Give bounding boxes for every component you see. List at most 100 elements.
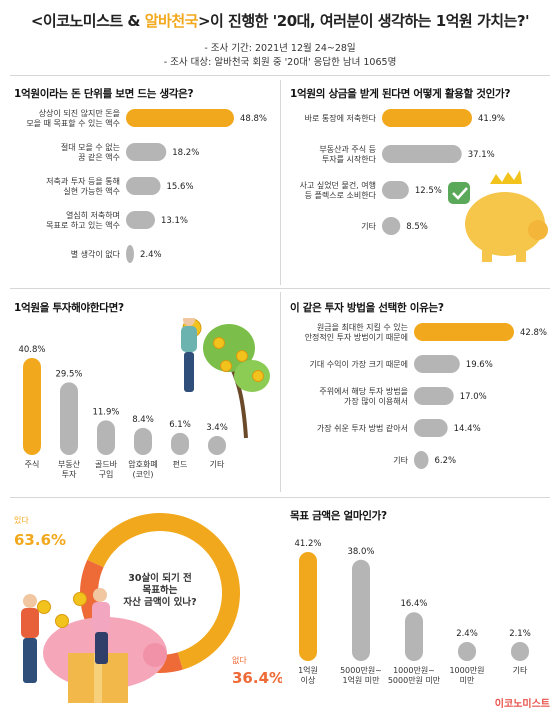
crown-icon [490,170,522,184]
bar-category-label: 골드바 구입 [95,459,118,479]
bar-category-label: 기대 수익이 가장 크기 때문에 [310,359,409,369]
bar-category-label: 주식 [25,460,40,469]
bar-value-label: 15.6% [167,182,194,192]
bar-category-label: 가장 쉬운 투자 방법 같아서 [317,423,408,433]
bar-value-label: 3.4% [206,423,228,433]
bar-value-label: 11.9% [92,407,119,417]
bar [126,143,167,161]
chart-svg: 30살이 되기 전 목표하는 자산 금액이 있나? 있다 63.6% 없다 36.4% [14,513,282,703]
bar [299,552,317,661]
pie-category-label: 있다 [14,515,29,525]
bar-value-label: 2.4% [456,629,478,639]
divider [280,292,281,492]
bar [60,382,78,455]
bar-value-label: 19.6% [466,360,493,370]
bar-value-label: 40.8% [18,345,45,355]
gift-box-icon [94,653,102,703]
bar-category-label: 1000만원 미만 [449,666,484,685]
chart-svg: 바로 통장에 저축한다 41.9% 부동산과 주식 등 투자를 시작한다 37.1% 사고… [300,109,548,262]
divider [280,80,281,285]
bar [352,559,370,661]
bar-value-label: 2.1% [509,629,531,639]
bar-value-label: 41.9% [478,114,505,124]
person-icon [184,352,194,392]
chart-svg: 상상이 되진 않지만 돈을 모을 때 목표할 수 있는 액수 48.8% 절대 모을 … [26,108,267,263]
bar-category-label: 열심히 저축하며 목표로 하고 있는 액수 [46,210,120,230]
bar-value-label: 2.4% [140,250,162,260]
bar [414,451,429,469]
bar-category-label: 주위에서 해당 투자 방법을 가장 많이 이용해서 [319,386,408,406]
bar [126,245,134,263]
pie-value-label: 36.4% [232,669,282,687]
checkmark-icon [448,182,470,204]
bar-category-label: 부동산과 주식 등 투자를 시작한다 [319,144,376,164]
coin-icon [220,360,232,372]
bar [414,419,448,437]
person-icon [21,608,39,638]
bar [126,211,155,229]
bar [126,177,161,195]
checkmark-icon [452,187,468,200]
bar-category-label: 1억원 이상 [298,665,318,685]
coin-icon [37,600,51,614]
bar-value-label: 6.2% [434,456,456,466]
person-icon [23,638,37,683]
bar-value-label: 42.8% [520,328,547,338]
bar-category-label: 기타 [210,460,225,469]
bar [97,420,115,455]
chart-title: 1억원을 투자해야한다면? [14,302,124,314]
bar-category-label: 1000만원~ 5000만원 미만 [388,666,441,685]
bar-category-label: 상상이 되진 않지만 돈을 모을 때 목표할 수 있는 액수 [26,108,120,128]
piggy-bank-icon [482,248,492,262]
coin-icon [55,614,69,628]
bar-value-label: 41.2% [294,539,321,549]
bar [414,323,514,341]
chart-svg: 41.2% 1억원 이상 38.0% 5000만원~ 1억원 미만 16.4% 1000만원~… [294,539,531,685]
chart-panel-reason: 이 같은 투자 방법을 선택한 이유는? 원금을 최대한 지킬 수 있는 안정적인… [290,300,552,495]
bar-value-label: 29.5% [55,369,82,379]
publisher-logo: 이코노미스트 [494,699,550,710]
chart-panel-goal-amount: 목표 금액은 얼마인가? 41.2% 1억원 이상 38.0% 5000만원~ 1억원 미… [290,508,552,703]
bar [382,109,472,127]
bar [382,217,401,235]
pie-category-label: 없다 [232,656,247,665]
piggy-bank-icon [143,643,167,667]
chart-title: 1억원이라는 돈 단위를 보면 드는 생각은? [14,88,194,100]
bar [134,427,152,455]
coin-icon [252,370,264,382]
bar-value-label: 16.4% [400,599,427,609]
chart-panel-prize-usage: 1억원의 상금을 받게 된다면 어떻게 활용할 것인가? 바로 통장에 저축한다… [290,86,552,286]
bar-value-label: 12.5% [415,186,442,196]
bar-value-label: 17.0% [460,392,487,402]
bar-category-label: 5000만원~ 1억원 미만 [340,666,382,685]
bar-value-label: 13.1% [161,216,188,226]
piggy-bank-icon [516,248,526,262]
bar-category-label: 원금을 최대한 지킬 수 있는 안정적인 투자 방법이기 때문에 [305,322,408,342]
bar [126,109,234,127]
bar-category-label: 절대 모을 수 없는 꿈 같은 액수 [61,143,120,162]
bar-category-label: 부동산 투자 [58,459,81,479]
bar [23,358,41,455]
bar-value-label: 8.4% [132,415,154,425]
bar-category-label: 사고 싶었던 물건, 여행 등 플렉스로 소비한다 [300,180,377,200]
bar-category-label: 저축과 투자 등을 통해 실현 가능한 액수 [46,176,120,196]
bar-value-label: 38.0% [347,547,374,557]
divider [10,288,550,289]
bar [414,387,454,405]
coin-icon [73,592,87,606]
bar-value-label: 14.4% [454,424,481,434]
bar [414,355,460,373]
bar-category-label: 암호화폐 (코인) [128,459,157,479]
bar-value-label: 8.5% [406,222,428,232]
pie-center-title: 30살이 되기 전 목표하는 자산 금액이 있나? [123,572,196,608]
person-icon [93,588,107,602]
piggy-bank-icon [528,220,548,240]
bar [382,181,409,199]
divider [10,497,550,498]
person-icon [95,632,108,664]
coin-icon [236,350,248,362]
bar-category-label: 기타 [393,456,408,465]
person-icon [181,326,197,352]
chart-title: 이 같은 투자 방법을 선택한 이유는? [290,302,444,314]
chart-svg: 원금을 최대한 지킬 수 있는 안정적인 투자 방법이기 때문에 42.8% 기대 수… [305,322,547,469]
